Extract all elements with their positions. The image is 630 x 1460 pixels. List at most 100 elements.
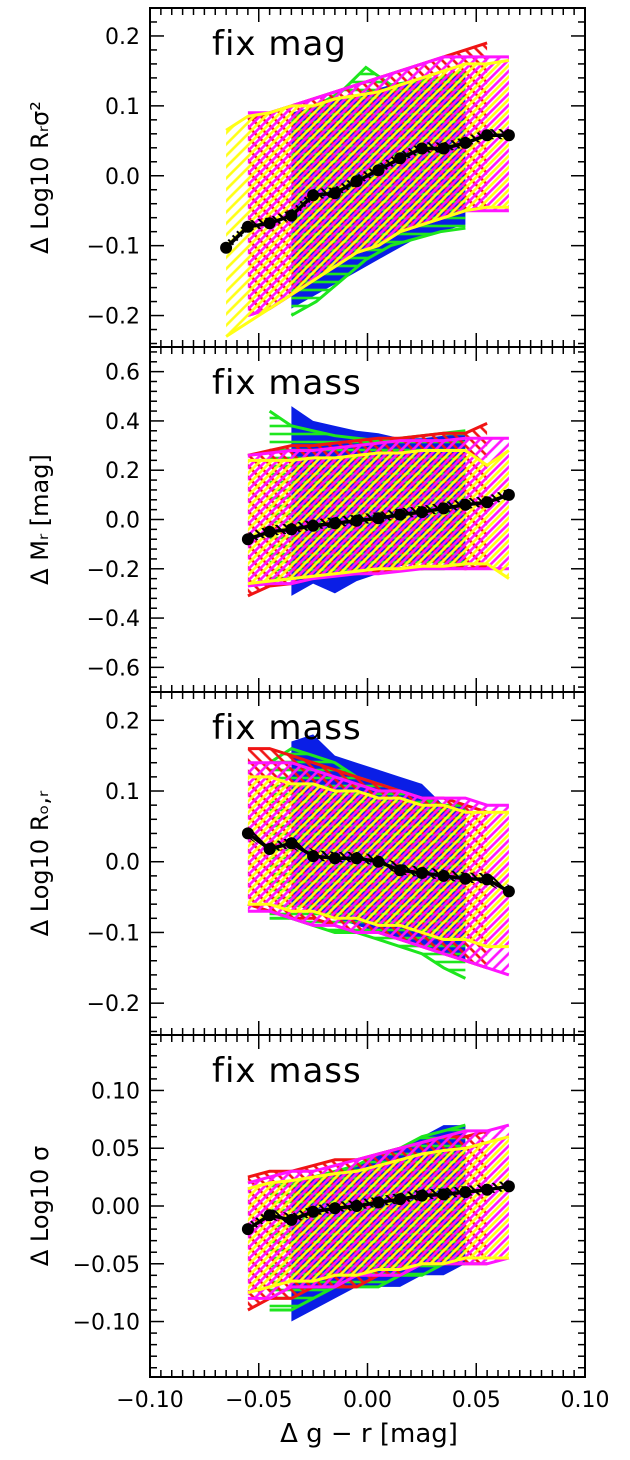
y-tick-label: 0.00 [91, 1195, 140, 1220]
median-point [394, 152, 407, 165]
median-point [350, 175, 363, 188]
x-tick-label: 0.10 [561, 1388, 610, 1413]
band-green-lower-edge [269, 1262, 466, 1312]
band-yellow-lower-edge [225, 205, 509, 338]
median-point [502, 488, 515, 501]
panel-annotation: fix mag [212, 24, 347, 64]
plot-area [241, 406, 515, 598]
median-point [220, 241, 233, 254]
median-point [437, 869, 450, 882]
band-yellow-upper-edge [247, 1135, 510, 1191]
median-point [241, 827, 254, 840]
median-point [394, 1193, 407, 1206]
median-point [263, 843, 276, 855]
band-yellow-lower-edge [247, 1256, 509, 1295]
y-tick-label: −0.05 [73, 1253, 140, 1278]
median-point [459, 872, 472, 885]
median-point [415, 506, 428, 519]
median-point [307, 1205, 320, 1218]
panel-fix-mass-sigma: −0.10 −0.05 0.00 0.05 0.10 fix mass Δ Log10 σ [26, 1034, 586, 1378]
median-point [437, 502, 450, 515]
median-point [285, 209, 298, 222]
median-point [241, 533, 254, 546]
median-point [328, 517, 341, 530]
median-point [459, 136, 472, 149]
band-magenta-upper-edge [247, 761, 509, 807]
median-point [285, 1213, 298, 1226]
median-point [481, 873, 494, 886]
median-point [263, 217, 276, 230]
y-tick-label: −0.2 [87, 558, 140, 583]
y-tick-label: −0.1 [87, 921, 140, 946]
median-point [372, 512, 385, 525]
x-tick-label: 0.05 [452, 1388, 501, 1413]
plot-area [241, 1123, 515, 1322]
band-magenta-upper-edge [247, 436, 509, 457]
median-point [481, 496, 494, 509]
median-point [350, 852, 363, 865]
band-magenta-lower-edge [247, 909, 510, 977]
x-tick-label: 0.00 [343, 1388, 392, 1413]
y-tick-label: 0.0 [105, 165, 140, 190]
median-point [328, 1202, 341, 1215]
y-tick-label: −0.4 [87, 607, 140, 632]
median-point [437, 142, 450, 155]
median-point [437, 1188, 450, 1201]
panel-annotation: fix mass [212, 363, 362, 403]
y-tick-label: 0.2 [105, 709, 140, 734]
y-tick-label: 0.1 [105, 780, 140, 805]
panel-fix-mass-Ro: −0.2 −0.1 0.0 0.1 0.2 fix mass Δ Log10 Rₒ,ᵣ [26, 691, 586, 1036]
median-point [502, 1180, 515, 1193]
x-tick-label: −0.05 [225, 1388, 292, 1413]
median-point [263, 1209, 276, 1222]
y-axis-label: Δ Log10 Rₒ,ᵣ [26, 790, 54, 936]
y-tick-label: 0.4 [105, 410, 140, 435]
median-point [263, 525, 276, 538]
median-point [394, 864, 407, 877]
y-tick-label: 0.2 [105, 25, 140, 50]
median-point [502, 885, 515, 898]
median-point [307, 850, 320, 863]
median-point [415, 142, 428, 155]
y-tick-label: −0.1 [87, 235, 140, 260]
median-point [459, 498, 472, 511]
y-tick-label: 0.0 [105, 851, 140, 876]
band-magenta-lower-edge [247, 567, 509, 588]
median-point [481, 129, 494, 142]
band-magenta-lower-edge [247, 1256, 510, 1300]
median-error-band [226, 129, 509, 252]
median-point [394, 508, 407, 521]
band-yellow-lower-edge [247, 562, 510, 586]
median-point [307, 189, 320, 202]
median-point [307, 519, 320, 532]
median-point [415, 1189, 428, 1202]
y-tick-label: 0.6 [105, 361, 140, 386]
median-point [328, 187, 341, 200]
y-axis-label: Δ Log10 σ [26, 1146, 54, 1266]
y-tick-label: −0.6 [87, 656, 140, 681]
band-yellow-lower-edge [247, 902, 509, 949]
band-yellow-upper-edge [247, 449, 510, 468]
median-point [372, 1196, 385, 1209]
median-point [481, 1183, 494, 1196]
median-point [241, 1223, 254, 1236]
panel-fix-mag: −0.2 −0.1 0.0 0.1 0.2 fix mag Δ Log10 Rᵣσ² [26, 7, 586, 348]
band-yellow [226, 60, 509, 337]
band-yellow [247, 1136, 509, 1293]
median-point [328, 852, 341, 865]
median-point [350, 1200, 363, 1212]
median-point [285, 523, 298, 536]
y-axis-label: Δ Mᵣ [mag] [26, 454, 54, 585]
y-tick-label: 0.2 [105, 459, 140, 484]
panel-annotation: fix mass [212, 1051, 362, 1091]
y-tick-label: −0.2 [87, 305, 140, 330]
median-point [372, 164, 385, 177]
median-point [502, 129, 515, 142]
band-magenta-upper-edge [247, 1123, 510, 1185]
band-green-lower-edge [290, 226, 466, 317]
y-tick-label: 0.05 [91, 1137, 140, 1162]
panel-fix-mass-Mr: −0.6 −0.4 −0.2 0.0 0.2 0.4 0.6 fix mass Δ Mᵣ [ma… [26, 346, 586, 693]
panel-annotation: fix mass [212, 708, 362, 748]
median-point [459, 1186, 472, 1199]
